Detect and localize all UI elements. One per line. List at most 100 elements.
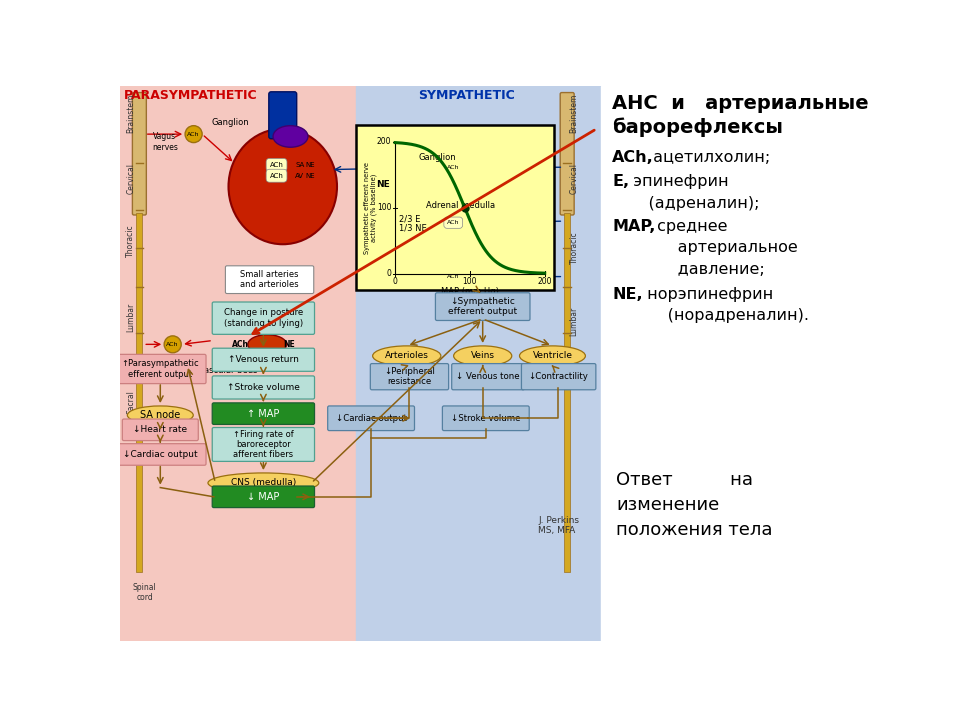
Text: давление;: давление;: [653, 262, 765, 277]
Ellipse shape: [228, 129, 337, 244]
FancyBboxPatch shape: [212, 348, 315, 372]
Text: Spinal
cord: Spinal cord: [132, 583, 156, 603]
FancyBboxPatch shape: [226, 266, 314, 294]
Ellipse shape: [128, 406, 193, 424]
Text: ACh: ACh: [232, 340, 250, 349]
Text: Ответ          на
изменение
положения тела: Ответ на изменение положения тела: [616, 472, 773, 539]
Text: ACh: ACh: [447, 274, 460, 279]
Text: 1/3 NE: 1/3 NE: [399, 224, 427, 233]
Circle shape: [185, 126, 203, 143]
Text: ↓Cardiac output: ↓Cardiac output: [123, 450, 198, 459]
Text: Thoracic: Thoracic: [569, 232, 579, 264]
Text: Some
vascular beds: Some vascular beds: [200, 356, 257, 375]
Text: ↓Sympathetic
efferent output: ↓Sympathetic efferent output: [448, 297, 517, 316]
Text: Lumbar: Lumbar: [569, 307, 579, 336]
Text: MAP,: MAP,: [612, 219, 656, 234]
Ellipse shape: [208, 473, 319, 493]
Text: E,: E,: [612, 174, 629, 189]
Text: NE: NE: [306, 162, 316, 168]
Text: ↑Parasympathetic
efferent output: ↑Parasympathetic efferent output: [122, 359, 199, 379]
Text: среднее: среднее: [653, 219, 728, 234]
FancyBboxPatch shape: [327, 406, 415, 431]
Text: J. Perkins
MS, MFA: J. Perkins MS, MFA: [539, 516, 580, 536]
Text: PARASYMPATHETIC: PARASYMPATHETIC: [124, 89, 257, 102]
Text: ↑Firing rate of
baroreceptor
afferent fibers: ↑Firing rate of baroreceptor afferent fi…: [233, 430, 294, 459]
Ellipse shape: [372, 346, 441, 366]
Text: 100: 100: [463, 277, 477, 287]
Text: CNS (medulla): CNS (medulla): [230, 479, 296, 487]
Text: 0: 0: [393, 277, 397, 287]
Text: АНС  и   артериальные
барорефлексы: АНС и артериальные барорефлексы: [612, 94, 869, 137]
Bar: [120, 86, 596, 641]
Text: ACh,: ACh,: [612, 150, 654, 165]
FancyBboxPatch shape: [269, 91, 297, 139]
Text: 200: 200: [376, 138, 392, 146]
Text: NE: NE: [375, 180, 390, 189]
Text: Brainstem: Brainstem: [127, 94, 135, 133]
Text: SA: SA: [295, 162, 304, 168]
Ellipse shape: [454, 346, 512, 366]
Bar: [601, 86, 864, 641]
Text: ↓Heart rate: ↓Heart rate: [133, 426, 187, 434]
Text: Brainstem: Brainstem: [569, 94, 579, 133]
Text: ACh: ACh: [166, 342, 179, 347]
FancyBboxPatch shape: [212, 302, 315, 334]
Text: ↓ MAP: ↓ MAP: [247, 492, 279, 502]
Text: ACh: ACh: [187, 132, 200, 137]
Text: NE: NE: [306, 173, 316, 179]
Text: NE: NE: [283, 340, 295, 349]
Text: 2/3 E: 2/3 E: [399, 215, 420, 223]
Text: Ganglion: Ganglion: [211, 118, 249, 127]
Text: ацетилхолин;: ацетилхолин;: [648, 150, 770, 165]
Text: Arterioles: Arterioles: [385, 351, 429, 361]
Ellipse shape: [433, 210, 473, 235]
Text: ↓Stroke volume: ↓Stroke volume: [451, 414, 520, 423]
Text: Sympathetic efferent nerve
activity (% baseline): Sympathetic efferent nerve activity (% b…: [364, 162, 377, 253]
Text: ↑Venous return: ↑Venous return: [228, 355, 299, 364]
Text: норэпинефрин: норэпинефрин: [641, 287, 773, 302]
Text: 0: 0: [386, 269, 392, 278]
FancyBboxPatch shape: [212, 428, 315, 462]
Text: ACh: ACh: [270, 173, 283, 179]
Text: ACh: ACh: [270, 162, 283, 168]
FancyBboxPatch shape: [436, 293, 530, 320]
Text: Veins: Veins: [470, 351, 494, 361]
FancyBboxPatch shape: [132, 93, 146, 215]
Text: ↑Stroke volume: ↑Stroke volume: [227, 383, 300, 392]
Bar: [136, 213, 142, 572]
Circle shape: [444, 159, 462, 176]
Text: ↑ MAP: ↑ MAP: [247, 409, 279, 418]
Text: (адреналин);: (адреналин);: [628, 196, 759, 211]
Text: ↓Cardiac output: ↓Cardiac output: [336, 414, 407, 423]
FancyBboxPatch shape: [114, 354, 206, 384]
Text: MAP (mm Hg): MAP (mm Hg): [441, 287, 499, 297]
Text: Small arteries
and arterioles: Small arteries and arterioles: [240, 270, 299, 289]
Bar: [356, 125, 554, 290]
FancyBboxPatch shape: [371, 364, 448, 390]
Text: Adrenal medulla: Adrenal medulla: [426, 201, 495, 210]
Text: Ganglion: Ganglion: [419, 153, 456, 162]
Text: ↓ Venous tone: ↓ Venous tone: [456, 372, 520, 381]
FancyBboxPatch shape: [212, 486, 315, 508]
Circle shape: [164, 336, 181, 353]
Text: Ventricle: Ventricle: [533, 351, 572, 361]
Text: Cervical: Cervical: [569, 163, 579, 194]
FancyBboxPatch shape: [561, 93, 574, 215]
Text: ACh: ACh: [447, 220, 460, 225]
FancyBboxPatch shape: [521, 364, 596, 390]
FancyBboxPatch shape: [443, 406, 529, 431]
FancyBboxPatch shape: [452, 364, 524, 390]
Bar: [564, 213, 570, 572]
Ellipse shape: [248, 335, 287, 354]
Text: артериальное: артериальное: [653, 240, 798, 256]
Text: SA node: SA node: [140, 410, 180, 420]
Bar: [356, 86, 601, 641]
Text: 100: 100: [376, 203, 392, 212]
FancyBboxPatch shape: [114, 444, 206, 465]
Ellipse shape: [519, 346, 586, 366]
Ellipse shape: [273, 126, 308, 147]
FancyBboxPatch shape: [212, 376, 315, 399]
Text: ACh: ACh: [447, 165, 460, 170]
Text: Thoracic: Thoracic: [127, 224, 135, 257]
Text: AV: AV: [296, 173, 304, 179]
